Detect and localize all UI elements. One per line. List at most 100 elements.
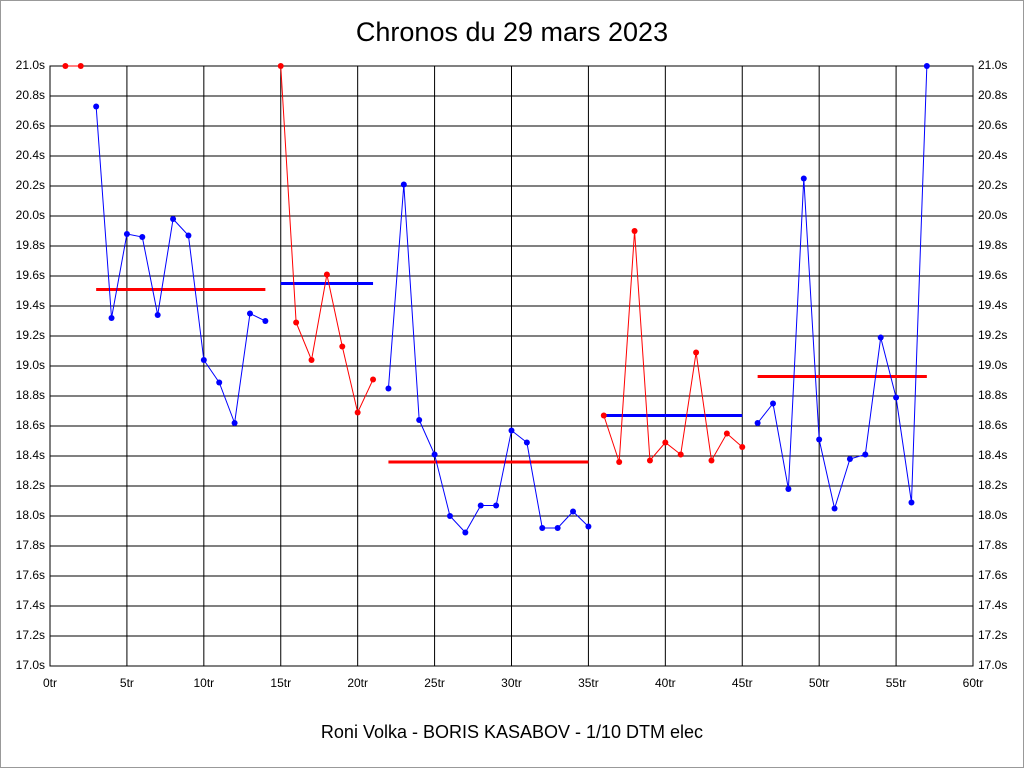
point (785, 486, 792, 492)
x-tick-label: 40tr (655, 676, 676, 690)
y2-tick-label: 19.2s (978, 328, 1007, 342)
point (877, 334, 884, 341)
point (416, 417, 423, 423)
point (723, 430, 730, 437)
point (123, 231, 130, 237)
y2-tick-label: 19.4s (978, 298, 1007, 312)
point (200, 357, 207, 363)
point (293, 319, 300, 326)
y2-tick-label: 18.2s (978, 478, 1007, 492)
point (246, 310, 253, 317)
point (862, 451, 869, 458)
point (370, 376, 377, 383)
y2-tick-label: 17.2s (978, 628, 1007, 642)
x-tick-label: 45tr (732, 676, 753, 690)
y2-tick-label: 17.0s (978, 658, 1007, 672)
point (570, 508, 577, 515)
point (385, 385, 392, 392)
point (908, 499, 915, 506)
y-tick-label: 18.0s (16, 508, 45, 522)
point (739, 444, 746, 450)
point (323, 271, 330, 278)
point (354, 409, 361, 416)
point (846, 456, 853, 462)
point (185, 232, 192, 239)
point (400, 181, 407, 188)
y-tick-label: 20.4s (16, 148, 45, 162)
point (523, 439, 530, 446)
y2-tick-label: 19.0s (978, 358, 1007, 372)
x-tick-label: 55tr (886, 676, 907, 690)
point (754, 420, 761, 426)
series-line (603, 230, 743, 463)
point (446, 513, 453, 519)
point (616, 459, 623, 465)
y2-tick-label: 17.4s (978, 598, 1007, 612)
y-tick-label: 19.0s (16, 358, 45, 372)
y-tick-label: 17.6s (16, 568, 45, 582)
x-tick-label: 50tr (809, 676, 830, 690)
y-tick-label: 19.8s (16, 238, 45, 252)
point (831, 505, 838, 512)
point (308, 357, 315, 363)
y2-tick-label: 18.6s (978, 418, 1007, 432)
point (477, 502, 484, 509)
point (508, 427, 515, 434)
point (893, 394, 900, 401)
point (493, 502, 500, 509)
y2-tick-label: 20.8s (978, 88, 1007, 102)
point (154, 312, 161, 318)
y-tick-label: 18.6s (16, 418, 45, 432)
y2-tick-label: 19.8s (978, 238, 1007, 252)
y-tick-label: 20.2s (16, 178, 45, 192)
point (677, 451, 684, 458)
y-tick-label: 17.2s (16, 628, 45, 642)
y-tick-label: 19.6s (16, 268, 45, 282)
point (646, 457, 653, 464)
y-tick-label: 21.0s (16, 58, 45, 72)
x-tick-label: 15tr (270, 676, 291, 690)
y2-tick-label: 20.2s (978, 178, 1007, 192)
point (462, 529, 469, 536)
x-tick-label: 5tr (120, 676, 134, 690)
chart-subtitle: Roni Volka - BORIS KASABOV - 1/10 DTM el… (321, 722, 703, 742)
x-tick-label: 60tr (963, 676, 984, 690)
y-tick-label: 17.4s (16, 598, 45, 612)
y-tick-label: 17.8s (16, 538, 45, 552)
series-line (95, 106, 266, 424)
point (631, 228, 638, 234)
y-tick-label: 20.8s (16, 88, 45, 102)
x-tick-label: 20tr (347, 676, 368, 690)
y-tick-label: 19.4s (16, 298, 45, 312)
point (262, 318, 269, 324)
point (923, 63, 930, 69)
point (662, 439, 669, 446)
y2-tick-label: 18.0s (978, 508, 1007, 522)
y2-tick-label: 20.6s (978, 118, 1007, 132)
y2-tick-label: 17.6s (978, 568, 1007, 582)
y-tick-label: 20.0s (16, 208, 45, 222)
x-tick-label: 35tr (578, 676, 599, 690)
point (231, 420, 238, 426)
x-tick-label: 0tr (43, 676, 57, 690)
point (216, 379, 223, 386)
point (108, 315, 115, 321)
point (139, 234, 146, 240)
point (431, 451, 438, 458)
point (693, 349, 700, 356)
x-tick-label: 10tr (193, 676, 214, 690)
y2-tick-label: 20.4s (978, 148, 1007, 162)
point (800, 175, 807, 182)
point (93, 103, 100, 110)
point (600, 412, 607, 419)
y-tick-label: 18.4s (16, 448, 45, 462)
y2-tick-label: 19.6s (978, 268, 1007, 282)
point (170, 216, 177, 222)
plot-frame (49, 65, 974, 667)
point (585, 523, 592, 530)
point (62, 63, 69, 69)
x-tick-label: 25tr (424, 676, 445, 690)
y2-tick-label: 17.8s (978, 538, 1007, 552)
